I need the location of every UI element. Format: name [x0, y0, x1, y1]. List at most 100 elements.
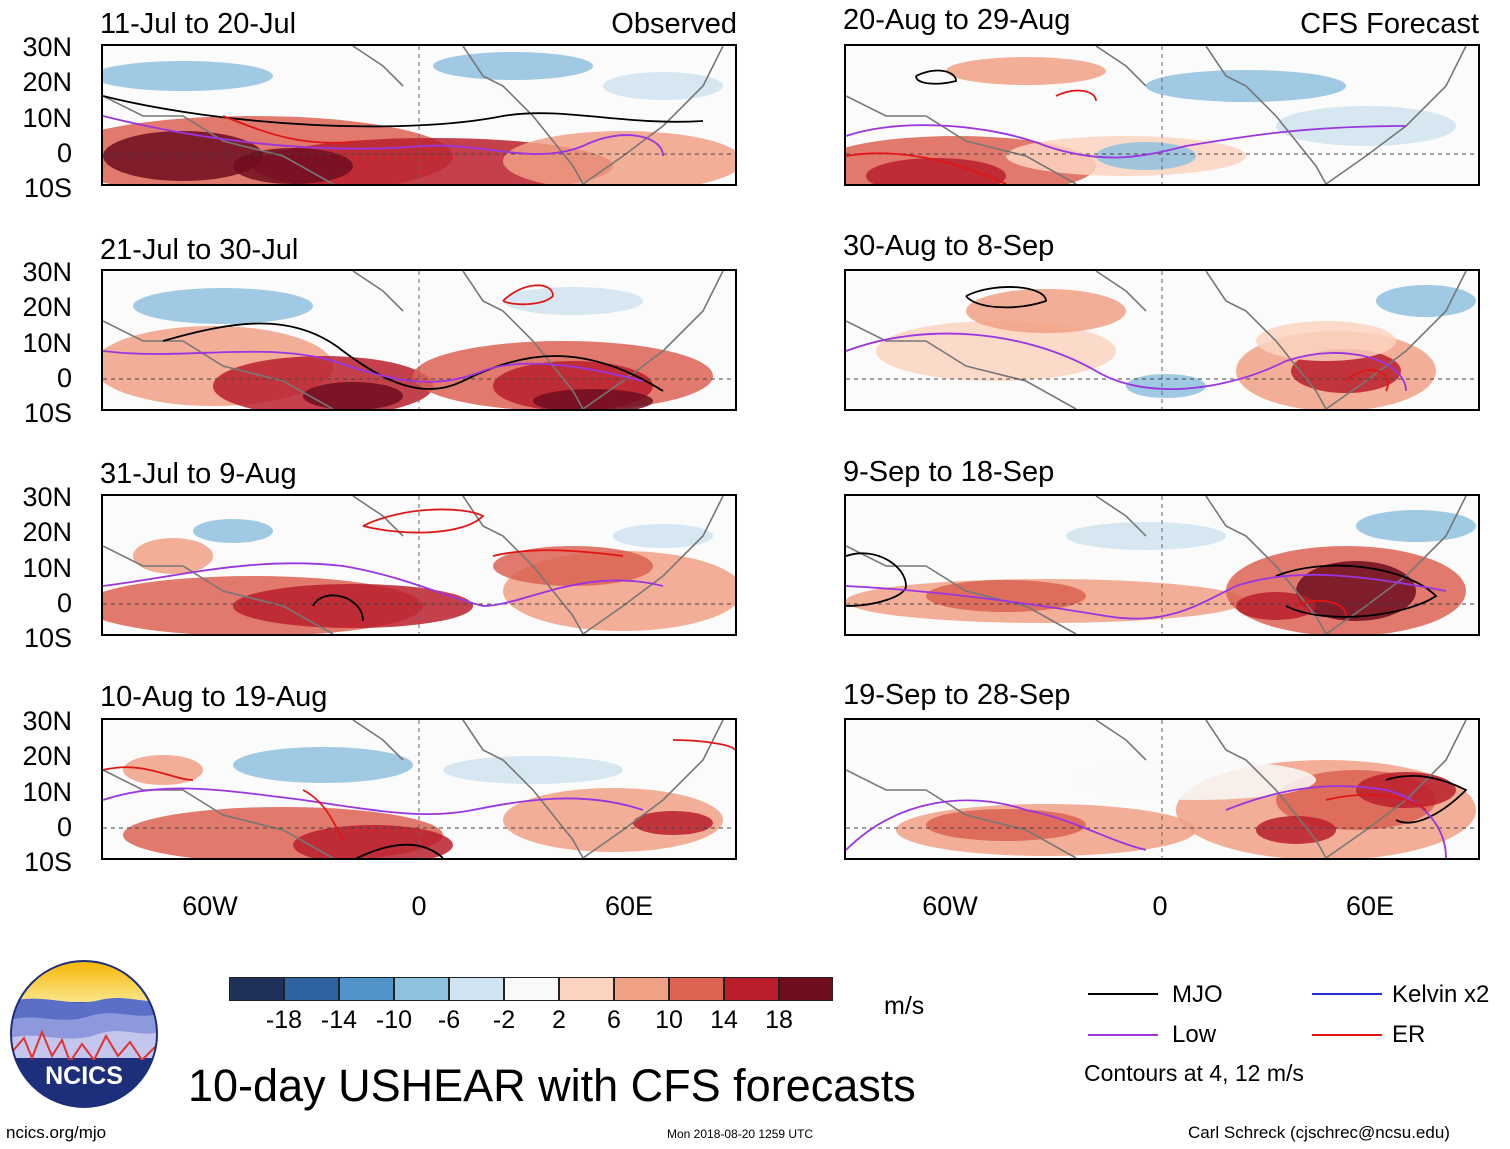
colorbar-swatch — [504, 977, 559, 1001]
footer-timestamp: Mon 2018-08-20 1259 UTC — [667, 1127, 814, 1141]
contour-line — [355, 843, 444, 858]
shear-anomaly-region — [1236, 592, 1316, 620]
shear-anomaly-region — [613, 524, 713, 548]
colorbar-tick-label: -10 — [375, 1006, 413, 1034]
shear-field — [846, 496, 1478, 634]
contour-line — [312, 594, 364, 622]
contour-line — [846, 552, 1438, 618]
colorbar-swatch — [229, 977, 284, 1001]
contour-line — [965, 286, 1047, 309]
map-panel-forecast-1 — [844, 44, 1480, 186]
shear-anomaly-region — [503, 287, 643, 315]
colorbar-unit: m/s — [884, 992, 925, 1020]
cfs-forecast-label: CFS Forecast — [1300, 8, 1479, 40]
footer-author: Carl Schreck (cjschrec@ncsu.edu) — [1188, 1123, 1450, 1142]
shear-anomaly-region — [1376, 285, 1476, 317]
footer-url[interactable]: ncics.org/mjo — [6, 1123, 107, 1142]
shear-anomaly-region — [603, 72, 723, 100]
legend-line-mjo — [1088, 993, 1158, 995]
colorbar-swatch — [339, 977, 394, 1001]
lat-label: 10N — [22, 777, 72, 807]
lat-label: 0 — [56, 363, 72, 393]
colorbar-swatch — [614, 977, 669, 1001]
main-title: 10-day USHEAR with CFS forecasts — [188, 1060, 916, 1111]
lon-label: 60W — [182, 891, 238, 921]
shear-anomaly-region — [193, 519, 273, 543]
shear-anomaly-region — [1096, 142, 1196, 170]
lat-label: 30N — [22, 257, 72, 287]
colorbar-swatch — [394, 977, 449, 1001]
coastline — [846, 46, 1147, 184]
contour-line — [846, 124, 1407, 159]
lat-label: 0 — [56, 138, 72, 168]
shear-anomaly-region — [103, 61, 273, 91]
shear-anomaly-region — [133, 538, 213, 574]
coastline — [846, 496, 1147, 634]
shear-anomaly-region — [443, 756, 623, 784]
shear-anomaly-region — [233, 584, 473, 628]
shear-anomaly-region — [493, 546, 653, 586]
shear-anomaly-region — [1296, 561, 1416, 621]
colorbar-tick-label: 6 — [607, 1006, 621, 1034]
contour-line — [362, 508, 624, 557]
shear-field — [846, 46, 1478, 184]
shear-anomaly-region — [1256, 321, 1396, 361]
lat-label: 10N — [22, 553, 72, 583]
shear-anomaly-region — [133, 288, 313, 324]
coastline — [103, 496, 404, 634]
lat-label: 30N — [22, 706, 72, 736]
contour-line — [846, 785, 1447, 858]
coastline — [1205, 496, 1467, 634]
coastline — [462, 720, 724, 858]
contour-line — [162, 322, 664, 392]
legend-label-kelvin: Kelvin x2 — [1392, 981, 1490, 1008]
panel-title: 9-Sep to 18-Sep — [843, 456, 1055, 488]
lat-label: 10N — [22, 103, 72, 133]
shear-field — [103, 720, 735, 858]
lon-label: 60E — [604, 891, 654, 921]
panel-title: 20-Aug to 29-Aug — [843, 4, 1071, 36]
contour-line — [846, 573, 1447, 620]
contour-note: Contours at 4, 12 m/s — [1084, 1060, 1304, 1086]
shear-anomaly-region — [123, 755, 203, 785]
map-panel-forecast-3 — [844, 494, 1480, 636]
map-panel-observed-1 — [101, 44, 737, 186]
colorbar-swatch — [779, 977, 833, 1001]
shear-field — [103, 46, 735, 184]
map-panel-forecast-2 — [844, 269, 1480, 411]
shear-anomaly-region — [503, 131, 735, 184]
contour-line — [222, 115, 354, 144]
panel-title: 21-Jul to 30-Jul — [100, 234, 299, 266]
coastline — [1205, 271, 1467, 409]
shear-anomaly-region — [293, 825, 453, 858]
shear-anomaly-region — [866, 158, 1006, 184]
legend-label-mjo: MJO — [1172, 981, 1223, 1008]
panel-title: 10-Aug to 19-Aug — [100, 681, 328, 713]
shear-anomaly-region — [1356, 772, 1456, 808]
map-panel-observed-4 — [101, 718, 737, 860]
logo-text: NCICS — [45, 1062, 123, 1090]
contour-line — [915, 69, 957, 85]
colorbar-swatch — [669, 977, 724, 1001]
shear-anomaly-region — [233, 747, 413, 783]
shear-anomaly-region — [433, 52, 593, 80]
coastline — [103, 46, 404, 184]
shear-anomaly-region — [946, 57, 1106, 85]
shear-anomaly-region — [1126, 374, 1206, 398]
shear-anomaly-region — [633, 811, 713, 835]
colorbar-tick-label: -2 — [492, 1006, 516, 1034]
shear-anomaly-region — [303, 382, 403, 409]
shear-anomaly-region — [876, 321, 1116, 381]
ncics-logo: NCICS — [10, 960, 158, 1108]
map-panel-observed-2 — [101, 269, 737, 411]
legend-label-er: ER — [1392, 1021, 1426, 1048]
shear-anomaly-region — [503, 788, 723, 852]
shear-field — [103, 496, 735, 634]
colorbar-tick-label: 14 — [710, 1006, 738, 1034]
colorbar-swatch — [559, 977, 614, 1001]
lat-label: 0 — [56, 812, 72, 842]
contour-line — [103, 787, 644, 816]
contour-line — [1385, 774, 1468, 824]
lat-label: 10N — [22, 328, 72, 358]
shear-field — [103, 271, 735, 409]
